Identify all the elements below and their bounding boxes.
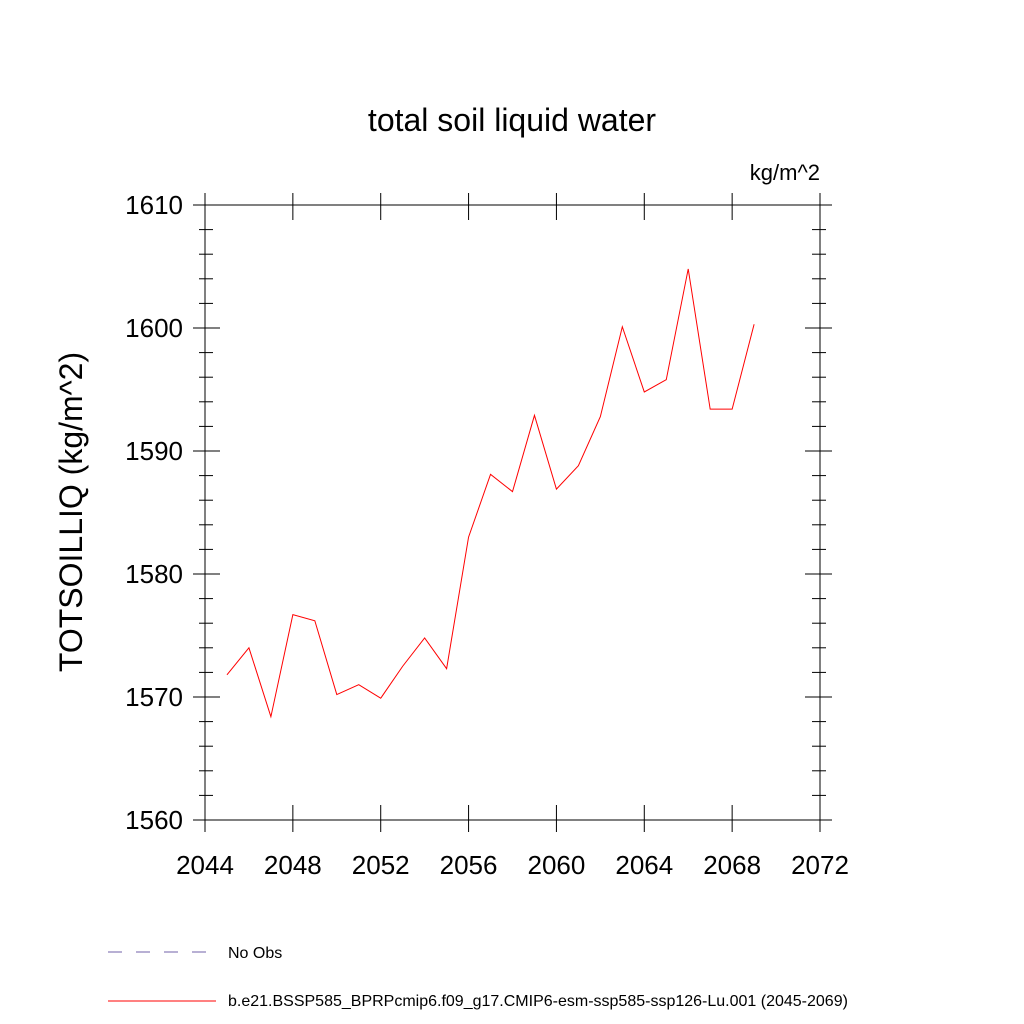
x-tick-label: 2044 bbox=[176, 850, 234, 880]
series-line bbox=[226, 268, 755, 719]
data-point bbox=[512, 491, 513, 492]
legend-entry-model-run: b.e21.BSSP585_BPRPcmip6.f09_g17.CMIP6-es… bbox=[108, 993, 848, 1010]
data-point bbox=[248, 647, 249, 648]
y-tick-label: 1610 bbox=[125, 190, 183, 220]
data-point bbox=[600, 416, 601, 417]
legend-entry-no-obs: No Obs bbox=[108, 945, 282, 962]
x-tick-label: 2064 bbox=[615, 850, 673, 880]
x-axis-ticks: 2044 2048 2052 2056 2060 2064 2068 2072 bbox=[176, 193, 849, 880]
data-point bbox=[644, 391, 645, 392]
x-tick-label: 2068 bbox=[703, 850, 761, 880]
data-point bbox=[490, 474, 491, 475]
data-point bbox=[336, 694, 337, 695]
data-point bbox=[666, 379, 667, 380]
legend-label-model-run: b.e21.BSSP585_BPRPcmip6.f09_g17.CMIP6-es… bbox=[228, 993, 848, 1010]
y-axis-label: TOTSOILLIQ (kg/m^2) bbox=[53, 352, 89, 672]
data-point bbox=[534, 415, 535, 416]
units-label: kg/m^2 bbox=[750, 160, 820, 185]
y-tick-label: 1560 bbox=[125, 805, 183, 835]
legend-label-no-obs: No Obs bbox=[228, 945, 282, 962]
data-point bbox=[578, 465, 579, 466]
data-point bbox=[226, 674, 227, 675]
data-point bbox=[358, 684, 359, 685]
y-axis-ticks: 1560 1570 1580 1590 1600 1610 bbox=[125, 190, 832, 835]
data-point bbox=[710, 409, 711, 410]
y-tick-label: 1590 bbox=[125, 436, 183, 466]
data-point bbox=[688, 268, 689, 269]
chart-title: total soil liquid water bbox=[368, 102, 656, 138]
data-point bbox=[402, 666, 403, 667]
data-point bbox=[732, 409, 733, 410]
series-layer bbox=[226, 268, 755, 719]
data-point bbox=[292, 614, 293, 615]
data-point bbox=[270, 716, 271, 717]
data-point bbox=[754, 324, 755, 325]
data-point bbox=[622, 326, 623, 327]
x-tick-label: 2060 bbox=[528, 850, 586, 880]
x-tick-label: 2048 bbox=[264, 850, 322, 880]
data-point bbox=[556, 489, 557, 490]
x-tick-label: 2056 bbox=[440, 850, 498, 880]
data-point bbox=[446, 668, 447, 669]
plot-frame bbox=[204, 204, 821, 821]
y-tick-label: 1570 bbox=[125, 682, 183, 712]
x-tick-label: 2052 bbox=[352, 850, 410, 880]
data-point bbox=[380, 698, 381, 699]
legend: No Obs b.e21.BSSP585_BPRPcmip6.f09_g17.C… bbox=[108, 945, 848, 1010]
data-point bbox=[424, 637, 425, 638]
y-tick-label: 1600 bbox=[125, 313, 183, 343]
x-tick-label: 2072 bbox=[791, 850, 849, 880]
data-point bbox=[314, 620, 315, 621]
y-tick-label: 1580 bbox=[125, 559, 183, 589]
data-point bbox=[468, 537, 469, 538]
